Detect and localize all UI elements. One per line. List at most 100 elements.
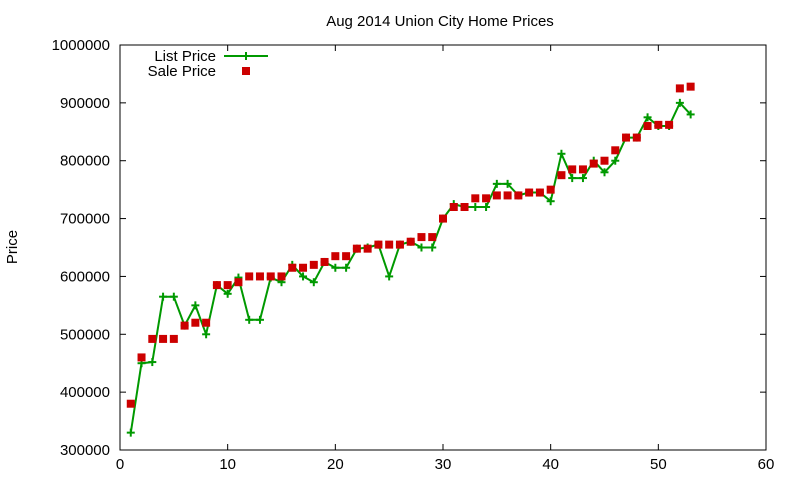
y-tick-label: 700000 — [60, 211, 110, 228]
sale-price-point — [632, 133, 641, 142]
y-tick-label: 800000 — [60, 153, 110, 170]
list-price-point — [309, 278, 318, 287]
sale-price-point — [223, 281, 232, 290]
sale-price-point — [180, 321, 189, 330]
sale-price-point — [439, 214, 447, 223]
x-tick-label: 30 — [435, 456, 452, 473]
y-tick-label: 300000 — [60, 442, 110, 459]
sale-price-point — [266, 272, 275, 281]
sale-price-point — [288, 263, 297, 272]
list-price-point — [385, 272, 394, 281]
y-tick-label: 900000 — [60, 95, 110, 112]
sale-price-point — [342, 252, 351, 261]
series-layer — [126, 82, 695, 437]
sale-price-point — [589, 159, 598, 168]
list-price-point — [557, 149, 566, 158]
sale-price-point — [320, 257, 329, 266]
sale-price-point — [600, 156, 609, 165]
sale-price-point — [255, 272, 264, 281]
list-price-point — [148, 358, 157, 367]
legend-plus-marker — [242, 52, 250, 60]
sale-price-point — [675, 84, 684, 93]
sale-price-point — [363, 244, 372, 253]
chart-title: Aug 2014 Union City Home Prices — [326, 13, 554, 30]
sale-price-point — [234, 278, 243, 287]
list-price-point — [417, 243, 426, 252]
sale-price-point — [449, 203, 458, 211]
x-tick-label: 20 — [327, 456, 344, 473]
axis-ticks: 0 10 20 30 40 50 60 300000 400000 500000 600000 700… — [52, 37, 775, 473]
sale-price-point — [471, 194, 480, 203]
legend-swatch-sale-price — [242, 67, 250, 75]
sale-price-point — [546, 185, 555, 194]
list-price-point — [568, 174, 577, 183]
sale-price-point — [514, 191, 523, 200]
x-tick-label: 40 — [542, 456, 559, 473]
list-price-point — [611, 156, 620, 165]
sale-price-point — [686, 82, 695, 91]
legend-marker-list-price — [242, 52, 250, 60]
sale-price-point — [191, 318, 200, 327]
list-price-point — [202, 330, 211, 339]
legend: List Price Sale Price — [148, 48, 268, 80]
list-price-point — [492, 179, 501, 188]
sale-price-point — [159, 334, 168, 343]
sale-price-point — [309, 260, 318, 269]
sale-price-point — [352, 244, 361, 253]
sale-price-point — [535, 188, 544, 197]
list-price-point — [191, 301, 200, 310]
sale-price-point — [148, 334, 157, 343]
legend-label-sale-price: Sale Price — [148, 63, 216, 80]
list-price-point — [546, 197, 555, 206]
sale-price-point — [169, 334, 178, 343]
sale-price-point — [299, 263, 308, 272]
list-price-point — [255, 315, 264, 324]
sale-price-point — [525, 188, 534, 197]
y-tick-label: 600000 — [60, 268, 110, 285]
y-tick-label: 500000 — [60, 326, 110, 343]
sale-price-point — [126, 399, 135, 408]
sale-price-point — [428, 233, 437, 242]
list-price-point — [503, 179, 512, 188]
list-price-point — [482, 203, 491, 211]
sale-price-point — [331, 252, 340, 261]
sale-price-point — [482, 194, 491, 203]
x-tick-label: 10 — [219, 456, 236, 473]
list-price-point — [169, 292, 178, 301]
sale-price-point — [492, 191, 501, 200]
list-price-point — [643, 113, 652, 122]
list-price-point — [686, 110, 695, 119]
x-tick-label: 50 — [650, 456, 667, 473]
sale-price-point — [654, 120, 663, 129]
sale-price-point — [395, 240, 404, 249]
sale-price-point — [406, 237, 415, 246]
sale-price-point — [568, 165, 577, 174]
sale-price-point — [622, 133, 631, 142]
list-price-point — [342, 263, 351, 272]
list-price-point — [331, 263, 340, 272]
sale-price-point — [212, 281, 221, 290]
list-price-point — [578, 174, 587, 183]
sale-price-point — [643, 122, 652, 130]
list-price-point — [223, 289, 232, 298]
sale-price-point — [374, 240, 383, 249]
list-price-point — [675, 98, 684, 107]
y-tick-label: 1000000 — [52, 37, 110, 54]
list-price-point — [428, 243, 437, 252]
legend-label-list-price: List Price — [154, 48, 216, 65]
sale-price-point — [460, 203, 469, 211]
y-axis-label: Price — [4, 230, 21, 264]
list-price-point — [126, 428, 135, 437]
list-price-point — [299, 272, 308, 281]
plot-frame — [119, 44, 767, 451]
list-price-point — [600, 168, 609, 177]
sale-price-point — [417, 233, 426, 242]
sale-price-point — [277, 272, 286, 281]
sale-price-point — [578, 165, 587, 174]
x-tick-label: 60 — [758, 456, 775, 473]
y-tick-label: 400000 — [60, 384, 110, 401]
list-price-point — [245, 315, 254, 324]
sale-price-point — [202, 318, 211, 327]
sale-price-point — [665, 120, 674, 129]
